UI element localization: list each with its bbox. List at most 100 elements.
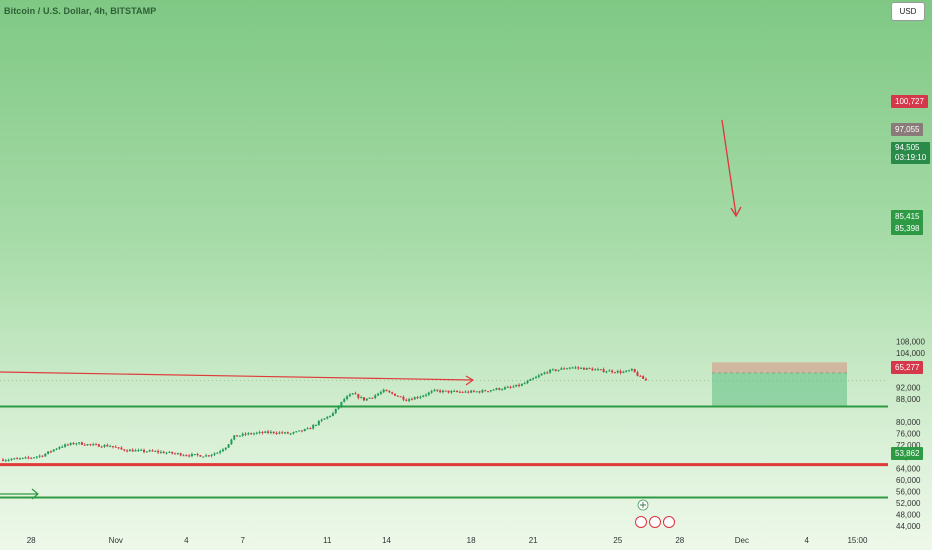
candle-body	[168, 451, 171, 453]
candle-body	[416, 397, 419, 399]
candle-body	[202, 456, 205, 458]
candle-body	[467, 391, 470, 393]
candle-body	[264, 431, 267, 433]
candle-body	[571, 367, 574, 369]
candle-body	[566, 368, 568, 370]
candle-body	[616, 370, 619, 373]
candle-body	[61, 446, 64, 448]
candle-body	[224, 447, 227, 450]
candle-body	[625, 370, 628, 372]
candle-body	[24, 457, 27, 459]
candle-body	[340, 401, 343, 407]
candle-body	[154, 450, 157, 452]
candle-body	[312, 424, 315, 429]
candle-body	[278, 432, 281, 434]
candle-body	[205, 455, 208, 457]
candle-body	[611, 370, 614, 373]
candle-body	[241, 433, 244, 436]
candle-body	[78, 442, 81, 444]
target-price-tag: 100,727	[891, 95, 928, 108]
currency-button[interactable]: USD	[891, 2, 925, 21]
x-tick-label: 11	[323, 536, 332, 545]
candle-body	[210, 454, 213, 456]
candle-body	[134, 450, 137, 452]
candle-body	[120, 447, 123, 450]
candle-body	[83, 444, 86, 446]
candle-body	[529, 379, 532, 381]
candle-body	[289, 433, 292, 435]
candle-body	[320, 419, 323, 421]
candle-body	[523, 383, 526, 385]
candle-body	[86, 444, 89, 446]
y-tick-label: 88,000	[896, 395, 921, 404]
candle-body	[323, 418, 326, 420]
candle-body	[221, 449, 224, 452]
candle-body	[16, 458, 19, 460]
candle-body	[405, 399, 408, 401]
candle-body	[174, 453, 177, 455]
candle-body	[456, 390, 459, 392]
candle-body	[585, 367, 588, 370]
candle-body	[114, 446, 117, 448]
candle-body	[351, 393, 354, 395]
entry-price-tag: 97,055	[891, 123, 924, 136]
candle-body	[506, 386, 509, 388]
candle-body	[495, 388, 498, 390]
candle-body	[162, 451, 165, 454]
candle-body	[143, 449, 145, 452]
candle-body	[109, 446, 112, 448]
candle-body	[157, 450, 160, 453]
candle-body	[433, 389, 436, 392]
y-tick-label: 52,000	[896, 499, 921, 508]
candle-body	[425, 394, 427, 396]
candle-body	[365, 398, 368, 401]
candle-body	[458, 391, 461, 393]
candle-body	[326, 416, 329, 419]
candle-body	[123, 449, 126, 451]
resistance-tag: 65,277	[891, 361, 924, 374]
candle-body	[199, 455, 202, 457]
candle-body	[368, 397, 371, 399]
candle-body	[470, 390, 473, 393]
candle-body	[444, 390, 447, 392]
y-tick-label: 60,000	[896, 476, 921, 485]
candle-body	[450, 391, 453, 393]
candle-body	[543, 372, 546, 374]
candle-body	[306, 428, 309, 430]
x-tick-label: 18	[467, 536, 476, 545]
candle-body	[396, 395, 399, 397]
candle-body	[441, 390, 444, 393]
candle-body	[64, 444, 67, 447]
candle-body	[255, 432, 258, 434]
candle-body	[295, 431, 298, 433]
symbol-title: Bitcoin / U.S. Dollar, 4h, BITSTAMP	[4, 6, 157, 16]
candle-body	[49, 451, 52, 453]
y-tick-label: 56,000	[896, 487, 921, 496]
x-tick-label: 4	[804, 536, 809, 545]
candle-body	[577, 367, 580, 369]
x-tick-label: 15:00	[847, 536, 868, 545]
candle-body	[238, 435, 241, 437]
candle-body	[69, 443, 72, 445]
candle-body	[346, 396, 349, 400]
candle-body	[492, 389, 495, 391]
candle-body	[475, 391, 478, 393]
candle-body	[518, 384, 521, 386]
candle-body	[557, 369, 560, 371]
candle-body	[622, 371, 625, 373]
candle-body	[599, 369, 602, 371]
candle-body	[244, 433, 247, 435]
candle-body	[430, 391, 433, 393]
candle-body	[309, 428, 312, 430]
candle-body	[362, 397, 365, 401]
candle-body	[498, 388, 501, 390]
candle-body	[354, 393, 357, 395]
candle-body	[399, 396, 402, 398]
candle-body	[66, 444, 69, 446]
candle-body	[464, 391, 467, 393]
candle-body	[642, 376, 645, 379]
candle-body	[315, 424, 318, 426]
candle-body	[33, 457, 36, 459]
candle-body	[481, 390, 484, 393]
